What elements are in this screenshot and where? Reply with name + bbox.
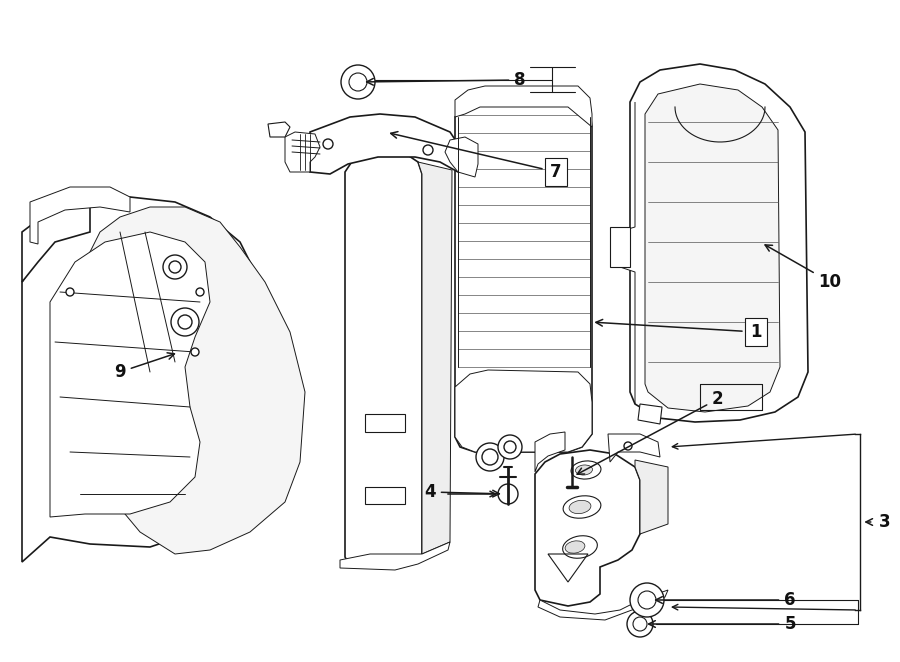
Polygon shape <box>310 114 460 174</box>
Circle shape <box>638 591 656 609</box>
Circle shape <box>169 261 181 273</box>
Polygon shape <box>418 162 452 554</box>
Polygon shape <box>22 197 255 562</box>
Circle shape <box>498 435 522 459</box>
Circle shape <box>323 139 333 149</box>
Circle shape <box>178 315 192 329</box>
Text: 1: 1 <box>596 320 761 341</box>
Polygon shape <box>455 100 592 452</box>
Polygon shape <box>638 404 662 424</box>
Circle shape <box>191 348 199 356</box>
Polygon shape <box>22 197 90 282</box>
Polygon shape <box>285 132 320 172</box>
Polygon shape <box>90 207 305 554</box>
Polygon shape <box>618 102 635 404</box>
Circle shape <box>482 449 498 465</box>
Text: 8: 8 <box>366 71 526 89</box>
Circle shape <box>163 255 187 279</box>
Polygon shape <box>608 434 660 462</box>
Polygon shape <box>445 137 478 177</box>
Circle shape <box>633 617 647 631</box>
Text: 7: 7 <box>391 132 562 181</box>
Circle shape <box>504 441 516 453</box>
Polygon shape <box>340 542 450 570</box>
Circle shape <box>624 442 632 450</box>
Text: 6: 6 <box>655 591 796 609</box>
Circle shape <box>341 65 375 99</box>
Polygon shape <box>635 460 668 534</box>
Ellipse shape <box>569 500 591 514</box>
Polygon shape <box>50 232 210 517</box>
Circle shape <box>66 288 74 296</box>
Polygon shape <box>365 414 405 432</box>
Circle shape <box>627 611 653 637</box>
Polygon shape <box>30 187 130 244</box>
Polygon shape <box>365 487 405 504</box>
Polygon shape <box>345 150 422 568</box>
Polygon shape <box>538 590 668 620</box>
Text: 10: 10 <box>765 245 842 291</box>
Polygon shape <box>455 370 592 452</box>
Ellipse shape <box>563 496 601 518</box>
Ellipse shape <box>575 465 592 475</box>
Ellipse shape <box>571 461 601 479</box>
Text: 5: 5 <box>649 615 796 633</box>
Circle shape <box>630 583 664 617</box>
Circle shape <box>171 308 199 336</box>
Circle shape <box>476 443 504 471</box>
Circle shape <box>196 288 204 296</box>
Ellipse shape <box>562 536 598 558</box>
Polygon shape <box>535 450 640 606</box>
Polygon shape <box>535 432 565 472</box>
Polygon shape <box>645 84 780 412</box>
Ellipse shape <box>565 541 585 553</box>
Text: 2: 2 <box>577 390 724 474</box>
Polygon shape <box>268 122 290 137</box>
Circle shape <box>423 145 433 155</box>
Polygon shape <box>455 86 592 127</box>
Circle shape <box>349 73 367 91</box>
Text: 3: 3 <box>866 513 891 531</box>
Polygon shape <box>630 64 808 422</box>
Circle shape <box>498 484 518 504</box>
Text: 4: 4 <box>424 483 500 501</box>
Text: 9: 9 <box>114 353 175 381</box>
Polygon shape <box>610 227 630 267</box>
